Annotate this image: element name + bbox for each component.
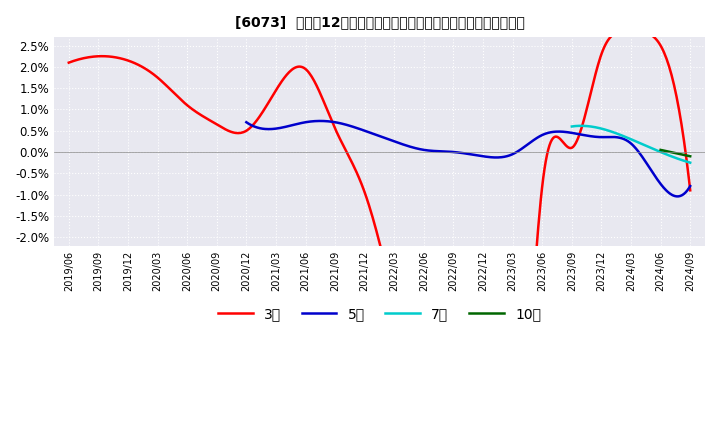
7年 [577, 123, 585, 128]
5年 [673, 194, 682, 199]
7年 [624, 136, 633, 141]
7年 [638, 142, 647, 147]
Title: [6073]  売上高12か月移動合計の対前年同期増減率の平均値の推移: [6073] 売上高12か月移動合計の対前年同期増減率の平均値の推移 [235, 15, 524, 29]
7年 [686, 160, 695, 165]
Legend: 3年, 5年, 7年, 10年: 3年, 5年, 7年, 10年 [212, 301, 546, 326]
5年 [507, 152, 516, 158]
7年 [567, 124, 576, 129]
3年 [575, 132, 584, 137]
5年 [483, 154, 492, 160]
3年 [401, 350, 410, 356]
10年 [686, 154, 695, 159]
3年 [65, 60, 73, 65]
3年 [359, 188, 368, 193]
3年 [686, 188, 695, 193]
5年 [242, 120, 251, 125]
Line: 7年: 7年 [572, 126, 690, 163]
5年 [316, 118, 325, 124]
10年 [657, 147, 665, 153]
Line: 5年: 5年 [246, 121, 690, 196]
3年 [673, 100, 682, 106]
Line: 10年: 10年 [661, 150, 690, 156]
5年 [456, 150, 465, 155]
7年 [665, 153, 673, 158]
5年 [454, 150, 462, 155]
5年 [686, 183, 695, 189]
7年 [625, 136, 634, 141]
3年 [617, 29, 626, 35]
5年 [607, 134, 616, 139]
5年 [677, 193, 685, 198]
3年 [434, 424, 443, 429]
3年 [364, 198, 372, 204]
7年 [632, 139, 641, 144]
Line: 3年: 3年 [69, 32, 690, 440]
7年 [683, 159, 692, 165]
